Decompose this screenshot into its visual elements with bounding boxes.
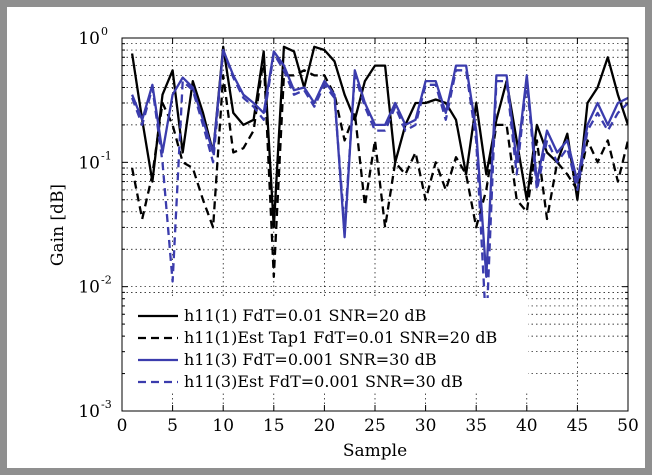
x-tick-label: 25 [364,416,386,436]
x-tick-label: 10 [212,416,234,436]
legend-label-1: h11(1) FdT=0.01 SNR=20 dB [184,306,426,325]
y-tick-label-exponent: -1 [101,149,112,162]
y-tick-label: 10 [78,29,100,49]
x-tick-label: 20 [314,416,336,436]
y-tick-label: 10 [78,278,100,298]
legend-label-3: h11(3) FdT=0.001 SNR=30 dB [184,350,437,369]
y-tick-label-exponent: 0 [101,25,108,38]
x-axis-title: Sample [343,441,407,461]
y-tick-label: 10 [78,153,100,173]
series-line-4 [131,48,628,331]
x-tick-label: 0 [117,416,128,436]
series-layer [130,45,628,331]
y-tick-label-exponent: -2 [101,274,112,287]
x-tick-label: 50 [617,416,639,436]
series-line-2 [130,56,628,278]
y-tick-label-exponent: -3 [101,398,112,411]
legend-box [126,298,528,392]
legend-label-4: h11(3)Est FdT=0.001 SNR=30 dB [184,372,463,391]
legend: h11(1) FdT=0.01 SNR=20 dB h11(1)Est Tap1 … [126,298,528,392]
y-tick-label: 10 [78,402,100,422]
x-tick-label: 35 [465,416,487,436]
x-tick-label: 5 [167,416,178,436]
legend-label-2: h11(1)Est Tap1 FdT=0.01 SNR=20 dB [184,328,497,347]
x-tick-label: 30 [415,416,437,436]
x-tick-label: 15 [263,416,285,436]
x-tick-label: 45 [567,416,589,436]
y-axis-title: Gain [dB] [48,184,68,266]
x-tick-label: 40 [516,416,538,436]
